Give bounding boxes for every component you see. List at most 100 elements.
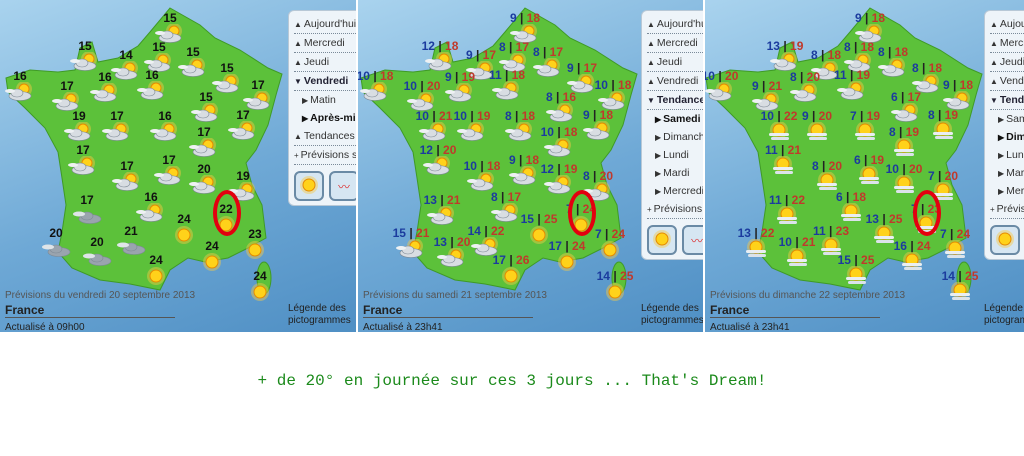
max-temp: 18 xyxy=(928,61,943,75)
max-temp: 18 xyxy=(894,45,909,59)
city-temperature: 17 | 26 xyxy=(492,253,530,267)
max-temp: 17 xyxy=(482,48,497,62)
city-temperature: 11 | 22 xyxy=(768,193,806,207)
min-temp: 8 xyxy=(843,40,851,54)
legend-link[interactable]: Légende des pictogrammes xyxy=(641,303,703,326)
arrow-icon: ▶ xyxy=(998,133,1005,142)
city-temperature: 13 | 21 xyxy=(423,193,461,207)
menu-item[interactable]: ▶Mercredi xyxy=(998,185,1024,197)
sun-icon xyxy=(245,282,275,307)
menu-item[interactable]: ▶Mardi xyxy=(998,167,1024,179)
partly-cloudy-icon xyxy=(844,52,874,78)
city-temperature: 10 | 21 xyxy=(778,235,816,249)
weather-view-button[interactable] xyxy=(294,171,324,201)
partly-cloudy-icon xyxy=(68,155,98,181)
menu-item[interactable]: ▼Tendances jours suivants xyxy=(990,91,1024,110)
min-temp: 8 xyxy=(810,48,818,62)
city-temperature: 13 | 19 xyxy=(766,39,804,53)
menu-item[interactable]: ▼ Vendredi xyxy=(294,72,356,91)
update-time: Actualisé à 23h41 xyxy=(363,322,533,332)
menu-item[interactable]: ▲ Jeudi xyxy=(647,53,703,72)
arrow-icon: ▲ xyxy=(294,39,302,48)
city-temperature: 16 xyxy=(98,70,112,84)
partly-cloudy-icon xyxy=(90,82,120,108)
min-temp: 8 xyxy=(911,61,919,75)
sun-fog-icon xyxy=(841,265,871,291)
min-temp: 9 xyxy=(801,109,809,123)
legend-link[interactable]: Légende des pictogrammes xyxy=(984,303,1024,326)
menu-item[interactable]: ▲Aujourd'hui xyxy=(990,15,1024,34)
menu-item[interactable]: ▲ Jeudi xyxy=(990,53,1024,72)
region-name: France xyxy=(710,303,880,318)
arrow-icon: ▲ xyxy=(647,58,655,67)
menu-item[interactable]: +Prévisions saisonnières xyxy=(647,200,703,219)
arrow-icon: ▶ xyxy=(302,96,309,105)
menu-item[interactable]: ▲Vendredi xyxy=(647,72,703,91)
weather-view-button[interactable] xyxy=(647,225,677,255)
menu-item[interactable]: ▶Mercredi xyxy=(655,185,703,197)
city-temperature: 8 | 17 xyxy=(532,45,564,59)
min-temp: 10 xyxy=(453,109,467,123)
menu-item[interactable]: ▲Vendredi xyxy=(990,72,1024,91)
menu-item[interactable]: ▲Aujourd'hui xyxy=(647,15,703,34)
city-temperature: 20 xyxy=(49,226,63,240)
max-temp: 22 xyxy=(791,193,806,207)
menu-item[interactable]: ▶Dimanche xyxy=(998,131,1024,143)
max-temp: 24 xyxy=(611,227,626,241)
city-temperature: 8 | 17 xyxy=(498,40,530,54)
min-temp: 8 xyxy=(498,40,506,54)
arrow-icon: ▶ xyxy=(998,151,1005,160)
sun-fog-icon xyxy=(782,247,812,273)
menu-item[interactable]: ▲Mercredi xyxy=(294,34,356,53)
menu-item[interactable]: ▲Tendances jours suivants xyxy=(294,127,356,146)
menu-item[interactable]: ▶Lundi xyxy=(655,149,689,161)
min-temp: 10 xyxy=(415,109,429,123)
sun-fog-icon xyxy=(897,251,927,277)
max-temp: 17 xyxy=(515,40,530,54)
wind-view-button[interactable]: 〰 xyxy=(682,225,703,255)
partly-cloudy-icon xyxy=(360,81,390,107)
min-temp: 8 xyxy=(545,90,553,104)
max-temp: 18 xyxy=(445,39,459,53)
menu-item[interactable]: ▶Samedi xyxy=(655,113,701,125)
legend-link[interactable]: Légende des pictogrammes xyxy=(288,303,351,326)
max-temp: 25 xyxy=(965,269,979,283)
menu-item[interactable]: ▶Lundi xyxy=(998,149,1024,161)
partly-cloudy-icon xyxy=(544,174,574,200)
windsock-icon: 〰 xyxy=(337,179,350,194)
menu-item[interactable]: ▶Après-midi xyxy=(302,112,356,124)
caption: + de 20° en journée sur ces 3 jours ... … xyxy=(257,372,767,390)
arrow-icon: ▲ xyxy=(990,39,998,48)
menu-item[interactable]: ▶ Matin xyxy=(302,94,336,106)
sun-fog-icon xyxy=(812,171,842,197)
city-temperature: 10 | 19 xyxy=(453,109,491,123)
city-temperature: 19 xyxy=(72,109,86,123)
partly-cloudy-icon xyxy=(770,51,800,77)
menu-item[interactable]: ▲Mercredi xyxy=(990,34,1024,53)
max-temp: 25 xyxy=(861,253,875,267)
menu-item[interactable]: ▶Dimanche xyxy=(655,131,703,143)
menu-item[interactable]: ▲Mercredi xyxy=(647,34,703,53)
weather-view-button[interactable] xyxy=(990,225,1020,255)
city-temperature: 11 | 23 xyxy=(812,224,850,238)
city-temperature: 10 | 20 xyxy=(403,79,441,93)
menu-item[interactable]: +Prévisions saisonnières xyxy=(990,200,1024,219)
menu-item[interactable]: ▶Mardi xyxy=(655,167,690,179)
max-temp: 23 xyxy=(835,224,850,238)
city-temperature: 8 | 17 xyxy=(490,190,522,204)
city-temperature: 9 | 20 xyxy=(801,109,833,123)
city-temperature: 14 | 25 xyxy=(596,269,634,283)
min-temp: 7 xyxy=(594,227,602,241)
max-temp: 19 xyxy=(477,109,491,123)
wind-view-button[interactable]: 〰 xyxy=(329,171,356,201)
menu-item[interactable]: +Prévisions saisonnières xyxy=(294,146,356,165)
min-temp: 8 xyxy=(532,45,540,59)
menu-item[interactable]: ▼Tendances jours suivants xyxy=(647,91,703,110)
city-temperature: 16 xyxy=(144,190,158,204)
sun-fog-icon xyxy=(889,137,919,163)
menu-item[interactable]: ▲ Jeudi xyxy=(294,53,356,72)
menu-item[interactable]: ▶Samedi xyxy=(998,113,1024,125)
max-temp: 19 xyxy=(944,108,959,122)
menu-item[interactable]: ▲Aujourd'hui xyxy=(294,15,356,34)
arrow-icon: + xyxy=(990,205,995,214)
